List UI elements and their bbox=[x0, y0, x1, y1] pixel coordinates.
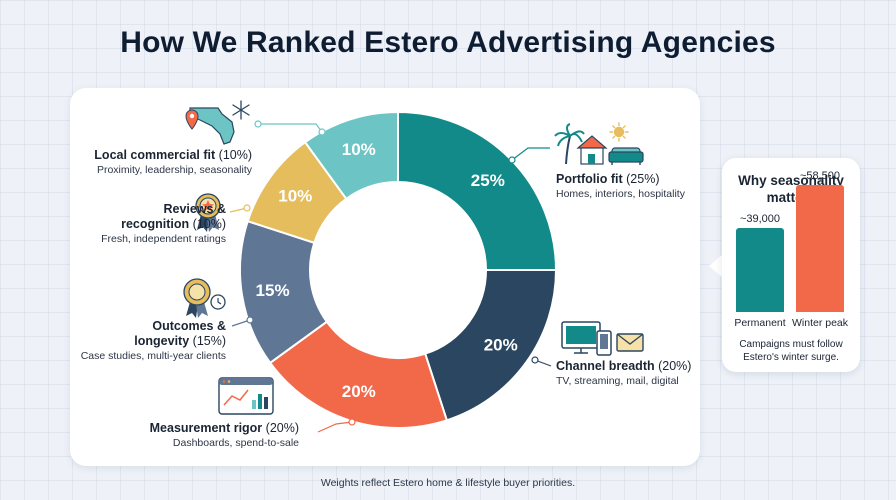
donut-slice-local-commercial-fit bbox=[303, 110, 399, 201]
award-ribbon-icon bbox=[195, 193, 221, 232]
connector-portfolio bbox=[511, 147, 550, 161]
bar-value-label: ~39,000 bbox=[739, 212, 781, 225]
label-outcomes-longevity: Outcomes & longevity (15%) Case studies,… bbox=[80, 319, 226, 362]
slice-percent-label: 20% bbox=[342, 382, 376, 401]
connector-local bbox=[258, 123, 323, 133]
palm-house-icon bbox=[554, 123, 608, 165]
connector-dot bbox=[531, 356, 539, 364]
medal-clock-icon bbox=[183, 278, 226, 318]
bar-category-label: Winter peak bbox=[791, 317, 849, 329]
connector-measurement bbox=[317, 421, 353, 433]
snowflake-icon bbox=[232, 100, 250, 120]
slice-percent-label: 20% bbox=[484, 336, 518, 355]
bar-value-label: ~58,500 bbox=[799, 170, 841, 183]
connector-dot bbox=[246, 316, 254, 324]
bar-category-label: Permanent bbox=[734, 317, 786, 329]
label-portfolio-fit: Portfolio fit (25%) Homes, interiors, ho… bbox=[556, 172, 685, 200]
slice-percent-label: 10% bbox=[278, 186, 312, 205]
monitor-phone-mail-icon bbox=[561, 321, 644, 356]
seasonality-caption: Campaigns must follow Estero's winter su… bbox=[739, 339, 843, 363]
seasonality-bar-winter-peak bbox=[796, 185, 844, 312]
seasonality-bar-permanent bbox=[736, 227, 784, 312]
slice-percent-label: 15% bbox=[256, 281, 290, 300]
sun-icon bbox=[609, 122, 629, 142]
connector-dot bbox=[318, 128, 326, 136]
footer-note: Weights reflect Estero home & lifestyle … bbox=[320, 477, 576, 489]
analytics-dashboard-icon bbox=[218, 377, 274, 415]
connector-dot bbox=[243, 204, 251, 212]
connector-dot bbox=[348, 418, 356, 426]
connector-dot bbox=[508, 156, 516, 164]
florida-map-pin-icon bbox=[185, 107, 235, 145]
page-title: How We Ranked Estero Advertising Agencie… bbox=[120, 26, 776, 59]
slice-percent-label: 25% bbox=[471, 171, 505, 190]
label-reviews-recognition: Reviews & recognition (10%) Fresh, indep… bbox=[101, 202, 226, 245]
seasonality-card: Why seasonality matters ~39,000 Permanent… bbox=[722, 158, 860, 372]
sofa-icon bbox=[608, 147, 644, 165]
donut-slice-portfolio-fit bbox=[397, 110, 558, 271]
slice-percent-label: 10% bbox=[342, 140, 376, 159]
label-local-commercial-fit: Local commercial fit (10%) Proximity, le… bbox=[94, 148, 252, 176]
callout-pointer bbox=[709, 254, 723, 278]
label-measurement-rigor: Measurement rigor (20%) Dashboards, spen… bbox=[149, 421, 299, 449]
connector-dot bbox=[254, 120, 262, 128]
connector-lines bbox=[229, 120, 552, 433]
label-channel-breadth: Channel breadth (20%) TV, streaming, mai… bbox=[556, 359, 692, 387]
